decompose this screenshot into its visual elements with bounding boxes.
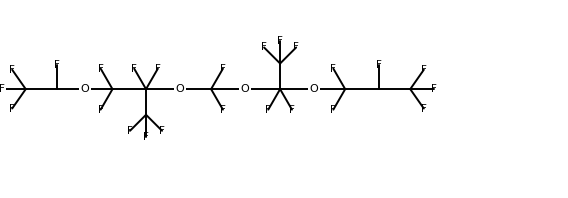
Text: O: O bbox=[81, 84, 89, 94]
Text: F: F bbox=[376, 60, 382, 70]
Text: F: F bbox=[0, 84, 5, 94]
Text: F: F bbox=[155, 64, 161, 74]
Text: F: F bbox=[98, 64, 103, 74]
Text: O: O bbox=[309, 84, 318, 94]
Text: F: F bbox=[131, 64, 137, 74]
Text: F: F bbox=[220, 105, 226, 115]
Text: F: F bbox=[277, 36, 283, 46]
Text: F: F bbox=[159, 126, 165, 136]
Text: F: F bbox=[261, 43, 267, 52]
Text: F: F bbox=[331, 64, 336, 74]
Text: F: F bbox=[55, 60, 60, 70]
Text: F: F bbox=[421, 104, 427, 113]
Text: F: F bbox=[289, 105, 295, 115]
Text: F: F bbox=[9, 104, 15, 113]
Text: F: F bbox=[431, 84, 437, 94]
Text: F: F bbox=[293, 43, 299, 52]
Text: F: F bbox=[127, 126, 133, 136]
Text: F: F bbox=[331, 105, 336, 115]
Text: F: F bbox=[265, 105, 271, 115]
Text: F: F bbox=[98, 105, 103, 115]
Text: F: F bbox=[143, 132, 149, 142]
Text: F: F bbox=[421, 65, 427, 75]
Text: F: F bbox=[9, 65, 15, 75]
Text: O: O bbox=[240, 84, 249, 94]
Text: O: O bbox=[175, 84, 184, 94]
Text: F: F bbox=[220, 64, 226, 74]
